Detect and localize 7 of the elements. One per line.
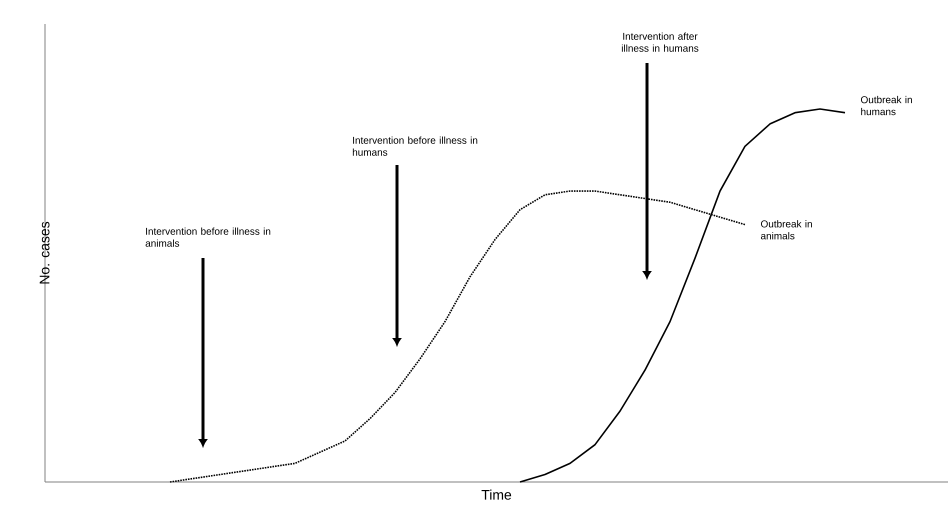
series-label: Outbreak in humans [860,96,912,116]
annotation: Intervention before illness in animals [146,228,270,247]
series-label: Outbreak in animals [760,220,812,240]
y-axis-title: No. cases [40,222,50,284]
x-axis-title: Time [482,490,512,500]
annotation: Intervention before illness in humans [352,136,478,156]
text: Intervention after illness in humans [622,32,698,52]
